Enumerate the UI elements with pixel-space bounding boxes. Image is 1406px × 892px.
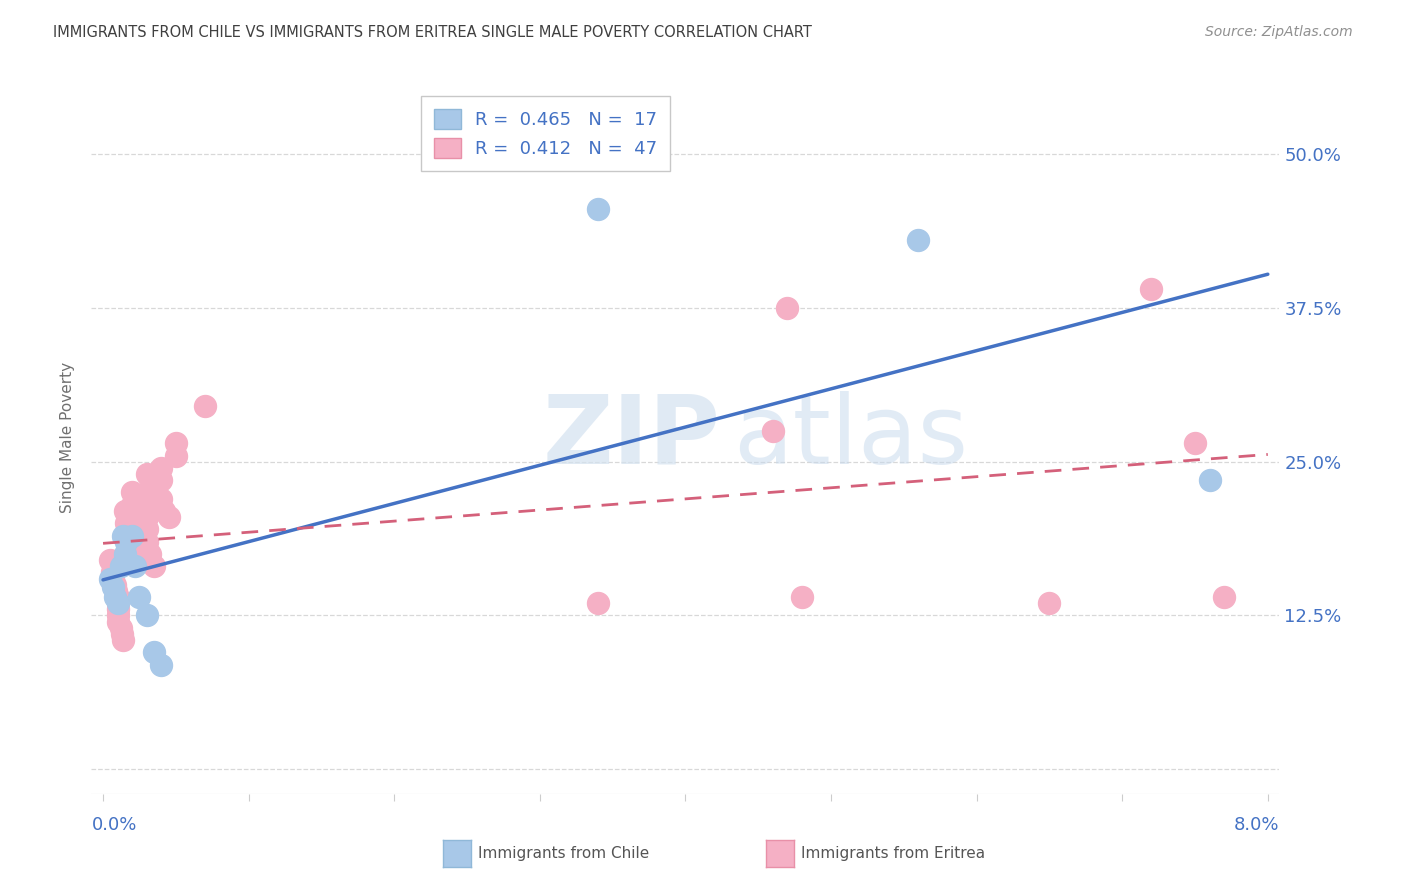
Point xyxy=(111,627,134,641)
Point xyxy=(150,473,173,487)
Point xyxy=(1198,473,1220,487)
Point xyxy=(907,233,929,247)
Point xyxy=(114,547,136,561)
Point xyxy=(121,498,143,512)
Text: Immigrants from Chile: Immigrants from Chile xyxy=(478,847,650,861)
Point xyxy=(153,504,176,518)
Text: Immigrants from Eritrea: Immigrants from Eritrea xyxy=(801,847,986,861)
Point xyxy=(128,590,150,604)
Point xyxy=(118,534,141,549)
Text: atlas: atlas xyxy=(733,391,969,483)
Point xyxy=(135,522,157,536)
Point xyxy=(98,572,121,586)
Point xyxy=(107,602,129,616)
Point xyxy=(104,590,127,604)
Point xyxy=(135,510,157,524)
Point xyxy=(107,590,129,604)
Point xyxy=(165,449,187,463)
Point xyxy=(110,559,132,574)
Point xyxy=(143,559,166,574)
Point xyxy=(125,534,148,549)
Point xyxy=(115,534,138,549)
Point xyxy=(586,596,609,610)
Y-axis label: Single Male Poverty: Single Male Poverty xyxy=(60,361,76,513)
Legend: R =  0.465   N =  17, R =  0.412   N =  47: R = 0.465 N = 17, R = 0.412 N = 47 xyxy=(422,96,671,170)
Point xyxy=(790,590,813,604)
Point xyxy=(586,202,609,217)
Point xyxy=(150,491,173,506)
Point xyxy=(150,460,173,475)
Point xyxy=(110,621,132,635)
Point xyxy=(121,510,143,524)
Point xyxy=(121,485,143,500)
Point xyxy=(128,547,150,561)
Point xyxy=(114,504,136,518)
Point xyxy=(165,436,187,450)
Point xyxy=(107,608,129,623)
Point xyxy=(143,645,166,659)
Text: 0.0%: 0.0% xyxy=(91,816,136,834)
Point xyxy=(135,485,157,500)
Text: ZIP: ZIP xyxy=(543,391,721,483)
Text: Source: ZipAtlas.com: Source: ZipAtlas.com xyxy=(1205,25,1353,39)
Point xyxy=(104,578,127,592)
Point xyxy=(135,498,157,512)
Point xyxy=(124,559,146,574)
Point xyxy=(1213,590,1236,604)
Point xyxy=(117,528,139,542)
Point xyxy=(1038,596,1060,610)
Point xyxy=(115,516,138,531)
Point xyxy=(776,301,799,315)
Point xyxy=(135,534,157,549)
Point xyxy=(762,424,785,438)
Point xyxy=(112,633,135,648)
Point xyxy=(100,566,122,580)
Point xyxy=(150,657,173,672)
Point xyxy=(103,580,125,594)
Point xyxy=(112,528,135,542)
Point xyxy=(107,615,129,629)
Point xyxy=(107,596,129,610)
Point xyxy=(194,400,217,414)
Point xyxy=(107,596,129,610)
Point xyxy=(105,583,128,598)
Text: 8.0%: 8.0% xyxy=(1234,816,1279,834)
Point xyxy=(135,608,157,623)
Point xyxy=(138,547,160,561)
Point xyxy=(1140,282,1163,296)
Point xyxy=(135,467,157,481)
Point xyxy=(1184,436,1206,450)
Point xyxy=(98,553,121,567)
Point xyxy=(121,528,143,542)
Point xyxy=(103,572,125,586)
Point xyxy=(124,522,146,536)
Point xyxy=(157,510,180,524)
Text: IMMIGRANTS FROM CHILE VS IMMIGRANTS FROM ERITREA SINGLE MALE POVERTY CORRELATION: IMMIGRANTS FROM CHILE VS IMMIGRANTS FROM… xyxy=(53,25,813,40)
